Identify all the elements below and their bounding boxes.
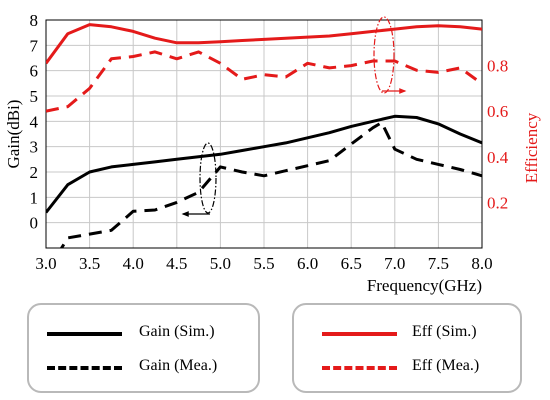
x-tick-label: 3.0 xyxy=(35,254,56,273)
x-tick-label: 7.0 xyxy=(384,254,405,273)
series-line-eff-mea xyxy=(46,50,482,113)
y-left-axis-label: Gain(dBi) xyxy=(4,100,23,169)
y-left-tick-label: 0 xyxy=(30,214,39,233)
y-left-tick-label: 6 xyxy=(30,62,39,81)
x-tick-label: 4.0 xyxy=(123,254,144,273)
y-right-axis-label: Efficiency xyxy=(522,112,541,183)
annotation-ellipse-eff xyxy=(373,16,395,94)
legend-label-eff-mea: Eff (Mea.) xyxy=(412,357,480,374)
y-left-tick-label: 1 xyxy=(30,188,39,207)
x-tick-label: 8.0 xyxy=(471,254,492,273)
y-right-tick-label: 0.8 xyxy=(487,57,508,76)
legend-item-gain-sim: Gain (Sim.) xyxy=(29,321,258,345)
y-right-tick-label: 0.2 xyxy=(487,193,508,212)
legend-item-eff-mea: Eff (Mea.) xyxy=(294,355,520,379)
legend-efficiency: Eff (Sim.) Eff (Mea.) xyxy=(292,303,522,393)
legend-item-gain-mea: Gain (Mea.) xyxy=(29,355,258,379)
x-tick-label: 3.5 xyxy=(79,254,100,273)
legend-swatch-gain-mea xyxy=(47,366,122,370)
dual-axis-line-chart: 3.0 3.5 4.0 4.5 5.0 5.5 6.0 6.5 7.0 7.5 8.0 0 1 2 3 4 5 6… xyxy=(4,11,541,295)
series-line-gain-sim xyxy=(46,114,482,214)
x-axis-label: Frequency(GHz) xyxy=(367,276,482,295)
y-left-tick-label: 8 xyxy=(30,11,39,30)
legend-item-eff-sim: Eff (Sim.) xyxy=(294,321,520,345)
x-tick-label: 5.5 xyxy=(253,254,274,273)
y-left-tick-label: 3 xyxy=(30,138,39,157)
x-tick-label: 6.0 xyxy=(297,254,318,273)
y-left-tick-label: 4 xyxy=(30,112,39,131)
x-tick-label: 7.5 xyxy=(428,254,449,273)
x-tick-label: 4.5 xyxy=(166,254,187,273)
series-line-eff-sim xyxy=(46,23,482,65)
legend-gain: Gain (Sim.) Gain (Mea.) xyxy=(27,303,260,393)
legend-swatch-gain-sim xyxy=(47,332,122,336)
x-tick-label: 5.0 xyxy=(210,254,231,273)
x-tick-label: 6.5 xyxy=(341,254,362,273)
legend-label-gain-sim: Gain (Sim.) xyxy=(139,323,215,340)
y-right-tick-label: 0.4 xyxy=(487,148,509,167)
legend-label-eff-sim: Eff (Sim.) xyxy=(412,323,477,340)
annotation-ellipse-gain xyxy=(199,142,217,214)
legend-label-gain-mea: Gain (Mea.) xyxy=(139,357,218,374)
y-left-tick-label: 7 xyxy=(30,36,39,55)
plot-frame xyxy=(45,19,483,249)
y-right-tick-label: 0.6 xyxy=(487,102,508,121)
legend-swatch-eff-mea xyxy=(322,366,397,370)
y-left-tick-label: 2 xyxy=(30,163,39,182)
y-left-tick-label: 5 xyxy=(30,87,39,106)
legend-swatch-eff-sim xyxy=(322,332,397,336)
